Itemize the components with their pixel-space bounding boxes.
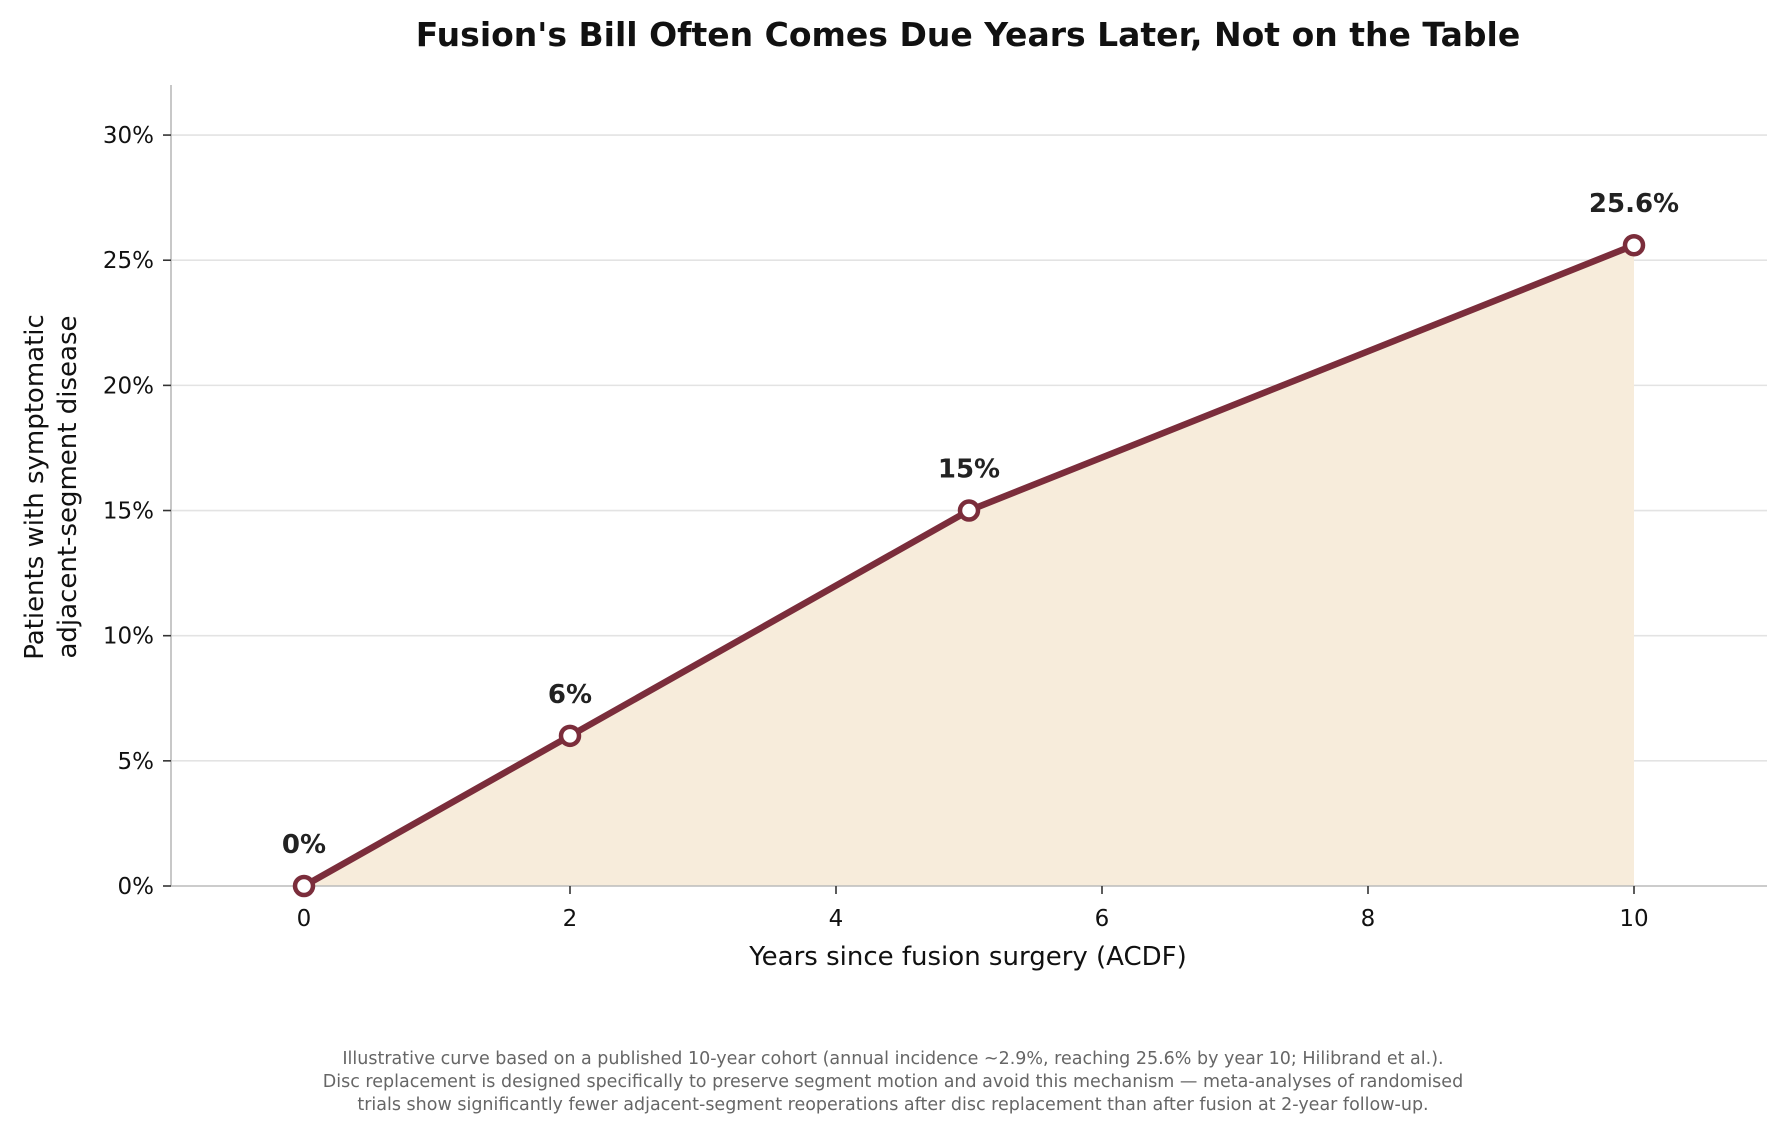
- y-tick-label-2: 10%: [103, 624, 154, 650]
- area-fill: [304, 245, 1634, 886]
- x-tick-label-4: 8: [1361, 906, 1376, 932]
- data-point-1: [558, 724, 582, 748]
- x-tick-label-2: 4: [829, 906, 844, 932]
- x-tick-label-5: 10: [1619, 906, 1648, 932]
- y-axis-title: Patients with symptomatic adjacent-segme…: [20, 314, 83, 660]
- data-point-2: [957, 499, 981, 522]
- y-axis-title-line-1: Patients with symptomatic: [20, 314, 50, 660]
- footnote-line-2: Disc replacement is designed specificall…: [323, 1072, 1463, 1092]
- x-axis-title: Years since fusion surgery (ACDF): [748, 942, 1187, 972]
- footnote-line-3: trials show significantly fewer adjacent…: [357, 1095, 1428, 1115]
- data-label-2: 15%: [938, 455, 1000, 485]
- data-label-1: 6%: [548, 680, 592, 710]
- x-tick-label-1: 2: [563, 906, 578, 932]
- data-point-0: [292, 874, 316, 898]
- ticks: 0% 5% 10% 15% 20% 25% 30% 0 2 4 6 8 10: [103, 123, 1649, 932]
- data-points: [292, 233, 1646, 898]
- data-label-3: 25.6%: [1589, 189, 1679, 219]
- chart-title: Fusion's Bill Often Comes Due Years Late…: [416, 15, 1520, 54]
- y-axis-title-line-2: adjacent-segment disease: [53, 316, 83, 659]
- data-labels: 0% 6% 15% 25.6%: [282, 189, 1679, 860]
- x-tick-label-3: 6: [1095, 906, 1110, 932]
- footnote: Illustrative curve based on a published …: [323, 1049, 1463, 1115]
- y-tick-label-1: 5%: [118, 749, 155, 775]
- y-tick-label-6: 30%: [103, 123, 154, 149]
- series-line: [300, 241, 1638, 890]
- y-tick-label-4: 20%: [103, 373, 154, 399]
- data-label-0: 0%: [282, 830, 326, 860]
- axes: [170, 85, 1767, 887]
- footnote-line-1: Illustrative curve based on a published …: [342, 1049, 1443, 1069]
- data-point-3: [1622, 233, 1646, 257]
- y-tick-label-5: 25%: [103, 248, 154, 274]
- y-tick-label-3: 15%: [103, 499, 154, 525]
- y-tick-label-0: 0%: [118, 874, 155, 900]
- x-tick-label-0: 0: [297, 906, 312, 932]
